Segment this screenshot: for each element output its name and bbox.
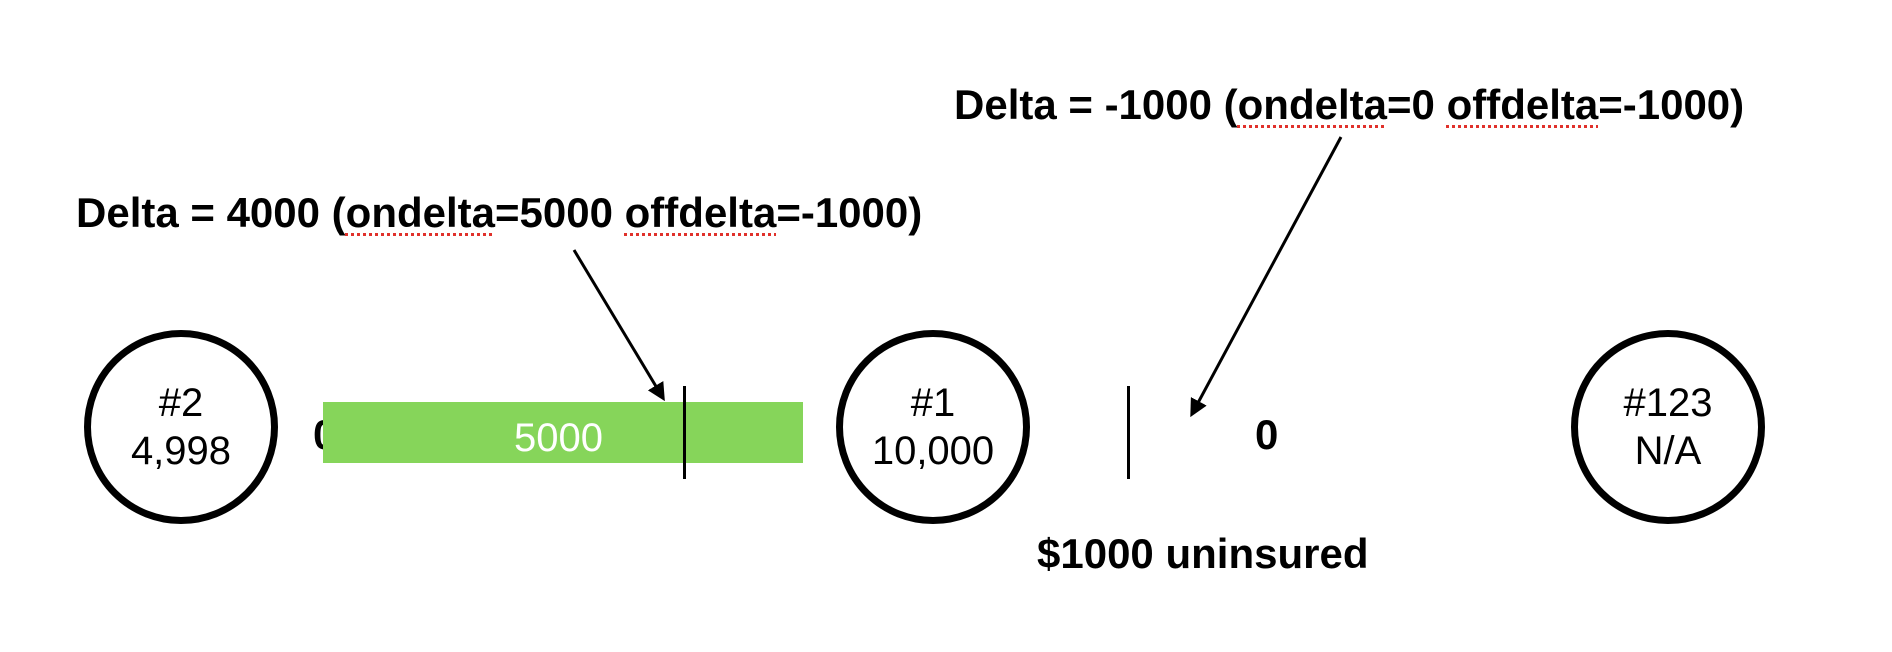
node-1: #1 10,000 (836, 330, 1030, 524)
arrow-right (1190, 136, 1343, 418)
ondelta-key: ondelta (345, 189, 496, 236)
offdelta-key: offdelta (1446, 81, 1599, 128)
offdelta-value: =-1000) (1598, 81, 1745, 128)
uninsured-note: $1000 uninsured (1037, 530, 1369, 577)
delta-prefix: Delta = 4000 ( (76, 189, 346, 236)
delta-label-left: Delta = 4000 (ondelta=5000 offdelta=-100… (76, 192, 922, 234)
arrow-left (572, 249, 665, 402)
node-balance: 4,998 (130, 429, 232, 473)
ondelta-value: =5000 (495, 189, 625, 236)
ondelta-key: ondelta (1237, 81, 1387, 128)
channel-bar (323, 402, 803, 463)
channel-bar-value: 5000 (514, 416, 603, 460)
node-id: #1 (910, 381, 956, 425)
node-id: #123 (1623, 381, 1713, 425)
ondelta-value: =0 (1387, 81, 1447, 128)
node-123: #123 N/A (1571, 330, 1765, 524)
offdelta-key: offdelta (624, 189, 777, 236)
node-2: #2 4,998 (84, 330, 278, 524)
node-balance: N/A (1634, 429, 1702, 473)
node-id: #2 (158, 381, 204, 425)
node-balance: 10,000 (871, 429, 995, 473)
delta-label-right: Delta = -1000 (ondelta=0 offdelta=-1000) (954, 84, 1744, 126)
channel-right-amount: 0 (1255, 411, 1279, 458)
offdelta-value: =-1000) (776, 189, 923, 236)
delta-prefix: Delta = -1000 ( (954, 81, 1238, 128)
delta-marker-right (1127, 386, 1130, 479)
delta-marker-left (683, 386, 686, 479)
